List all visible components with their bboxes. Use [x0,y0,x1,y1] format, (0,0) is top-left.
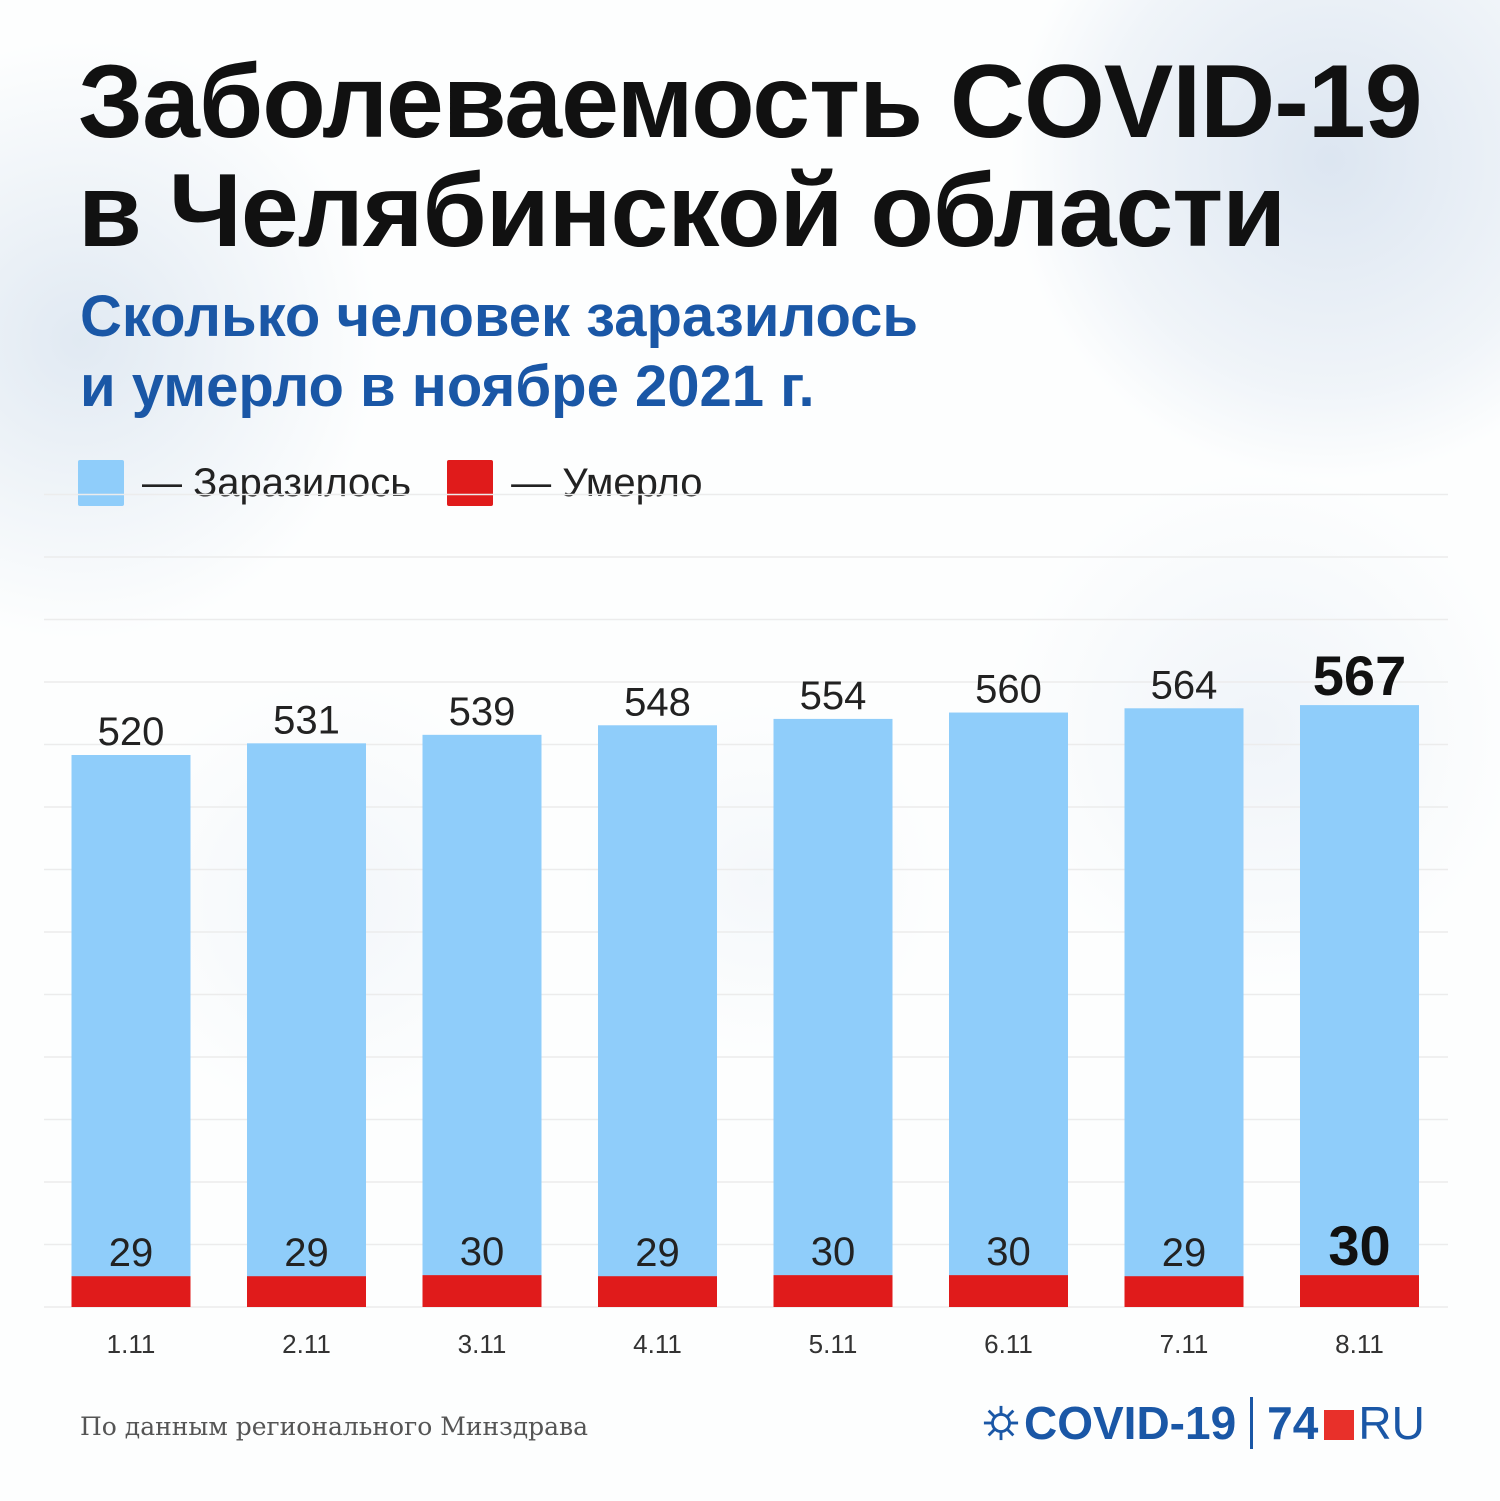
logo-text-74: 74 [1267,1397,1319,1449]
data-label-infected: 548 [624,680,691,724]
x-tick-label: 4.11 [633,1329,682,1359]
bar-infected [773,718,893,1307]
bar-chart: 520 29 1.11 531 29 2.11 539 30 3.11 548 29 4.11 554 3… [44,493,1448,1359]
bar-died [1300,1275,1419,1307]
bar-died [773,1275,893,1307]
legend-label-died: — Умерло [511,460,703,505]
logo-text-ru: RU [1358,1397,1425,1449]
logo-square-icon [1324,1410,1355,1440]
title-line-2: в Челябинской области [78,153,1286,269]
x-tick-label: 7.11 [1160,1329,1209,1359]
data-label-infected: 560 [975,668,1042,712]
bar-infected [598,725,717,1307]
data-label-infected: 539 [449,690,516,734]
data-label-died: 30 [811,1230,856,1274]
bar-infected [71,755,191,1307]
bar-infected [1300,705,1419,1307]
legend-swatch-died [447,460,494,506]
subtitle-line-1: Сколько человек заразилось [80,284,919,349]
legend-item-infected: — Заразилось [78,460,411,506]
legend-item-died: — Умерло [447,460,703,506]
subtitle-line-2: и умерло в ноябре 2021 г. [80,354,815,419]
data-label-died: 30 [986,1230,1031,1274]
x-tick-label: 3.11 [458,1329,507,1359]
x-tick-label: 8.11 [1335,1329,1384,1359]
legend-label-infected: — Заразилось [142,460,412,505]
data-label-infected: 520 [98,710,165,754]
logo-divider [1250,1397,1254,1449]
brand-logo: COVID-19 74 RU [982,1388,1425,1458]
chart-subtitle: Сколько человек заразилось и умерло в но… [80,282,1230,422]
x-tick-label: 5.11 [809,1329,858,1359]
data-label-died: 30 [460,1230,505,1274]
data-label-died: 30 [1328,1214,1390,1277]
bar-died [598,1276,717,1307]
data-label-died: 29 [1162,1231,1207,1275]
bar-infected [949,712,1068,1307]
bar-infected [422,734,542,1307]
source-footnote: По данным регионального Минздрава [80,1412,589,1441]
logo-text-covid: COVID-19 [1024,1397,1237,1449]
data-label-infected: 567 [1313,644,1406,707]
data-label-died: 29 [635,1231,680,1275]
bar-died [71,1276,191,1307]
data-label-infected: 554 [800,674,867,718]
data-label-infected: 564 [1151,663,1218,707]
bar-infected [247,743,366,1307]
page-title: Заболеваемость COVID-19 в Челябинской об… [78,48,1458,266]
bar-died [1124,1276,1244,1307]
x-tick-label: 2.11 [282,1329,331,1359]
data-label-died: 29 [109,1231,154,1275]
bar-died [949,1275,1068,1307]
x-tick-label: 6.11 [984,1329,1033,1359]
bar-infected [1124,708,1244,1307]
legend-swatch-infected [78,460,124,506]
title-line-1: Заболеваемость COVID-19 [78,44,1423,160]
data-label-died: 29 [284,1231,329,1275]
bar-died [422,1275,542,1307]
bar-died [247,1276,366,1307]
chart-legend: — Заразилось — Умерло [78,455,739,511]
x-tick-label: 1.11 [107,1329,156,1359]
data-label-infected: 531 [273,698,340,742]
virus-icon [983,1405,1019,1441]
